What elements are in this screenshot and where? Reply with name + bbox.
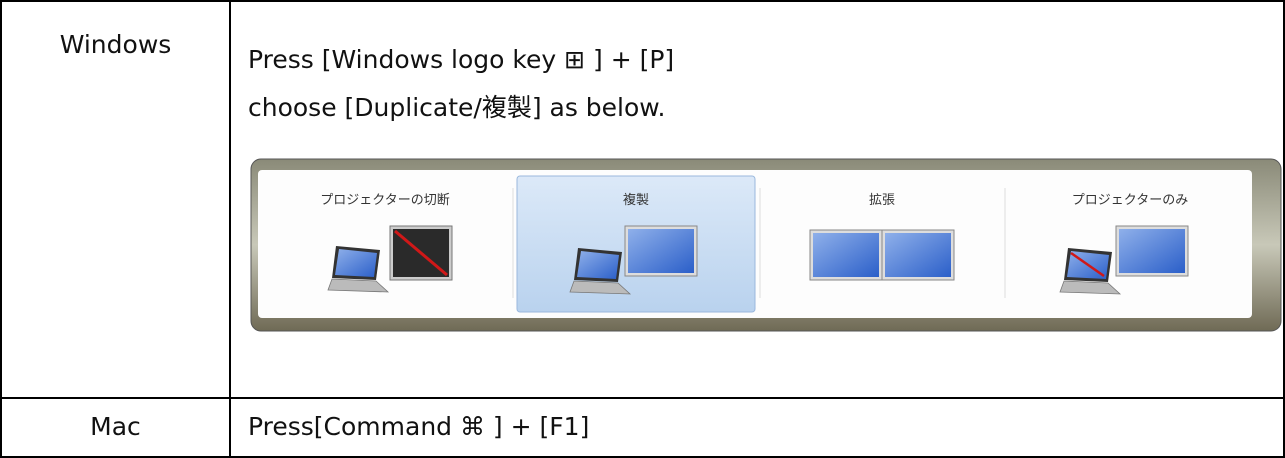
option-label: プロジェクターのみ: [1072, 193, 1188, 208]
table-border: [0, 456, 1285, 458]
row-label: Windows: [59, 30, 172, 59]
table-border: [0, 0, 1285, 2]
instruction: choose [Duplicate/複製] as below.: [248, 93, 666, 122]
display-switch-screenshot: プロジェクターの切断 複製 拡張 プロジェクターのみ: [250, 158, 1282, 332]
option-label: プロジェクターの切断: [320, 193, 449, 208]
icon-extend: [809, 229, 955, 281]
table-border: [229, 0, 231, 458]
icon-projector-only: [1059, 225, 1189, 295]
table-border: [0, 397, 1285, 399]
table-border: [0, 0, 2, 458]
instruction: Press[Command ⌘ ] + [F1]: [248, 412, 590, 441]
icon-disconnect: [327, 225, 453, 293]
option-label: 拡張: [869, 193, 895, 208]
table-border: [1283, 0, 1285, 458]
instruction: Press [Windows logo key ⊞ ] + [P]: [248, 45, 675, 74]
option-label: 複製: [623, 192, 649, 208]
row-label: Mac: [90, 412, 141, 441]
